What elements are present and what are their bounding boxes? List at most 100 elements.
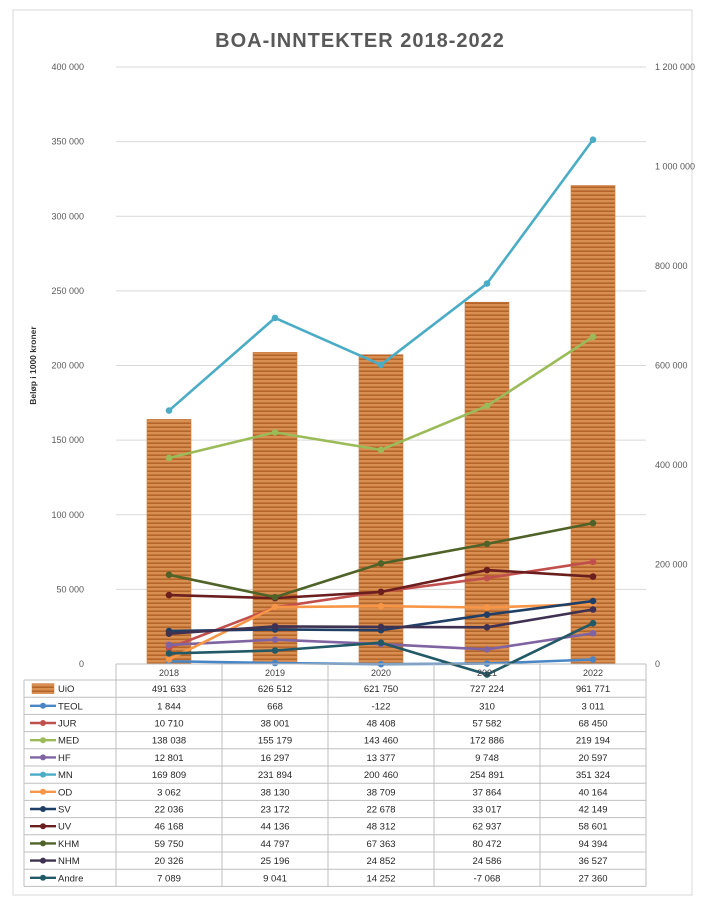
table-cell: 12 801 xyxy=(154,753,183,764)
table-cell: 24 852 xyxy=(366,856,395,867)
legend-marker-uv xyxy=(40,823,46,830)
point-nhm xyxy=(377,623,385,631)
table-cell: 38 001 xyxy=(260,719,289,730)
y-axis-label: Beløp i 1000 kroner xyxy=(28,326,38,405)
legend-swatch-uio xyxy=(31,683,55,694)
y-left-tick-label: 400 000 xyxy=(51,62,84,72)
point-uv xyxy=(483,566,491,574)
bar-uio xyxy=(358,354,404,665)
bar-uio xyxy=(570,185,616,665)
point-teol xyxy=(589,656,597,663)
table-cell: 68 450 xyxy=(578,719,607,730)
legend-label: HF xyxy=(58,753,71,764)
table-cell: 57 582 xyxy=(472,719,501,730)
y-right-tick-label: 1 000 000 xyxy=(655,162,695,172)
y-left-tick-label: 200 000 xyxy=(51,361,84,371)
legend-marker-jur xyxy=(40,720,46,726)
point-mn xyxy=(165,407,173,414)
table-cell: 668 xyxy=(267,701,283,712)
table-cell: 219 194 xyxy=(576,736,610,747)
table-cell: 727 224 xyxy=(470,684,504,695)
table-cell: 27 360 xyxy=(578,873,607,884)
legend-marker-khm xyxy=(40,840,46,847)
x-category-label: 2022 xyxy=(583,668,603,678)
table-cell: 200 460 xyxy=(364,770,398,781)
table-cell: 33 017 xyxy=(472,805,501,816)
y-right-tick-label: 0 xyxy=(655,659,660,669)
point-hf xyxy=(483,646,491,653)
legend-label: Andre xyxy=(58,873,83,884)
table-cell: 24 586 xyxy=(472,856,501,867)
point-jur xyxy=(483,574,491,582)
point-med xyxy=(165,454,173,462)
table-cell: 10 710 xyxy=(154,719,183,730)
table-cell: 38 709 xyxy=(366,787,395,798)
point-andre xyxy=(589,619,597,627)
point-uv xyxy=(377,588,385,596)
table-cell: 626 512 xyxy=(258,684,292,695)
legend-marker-mn xyxy=(40,771,46,778)
table-cell: 138 038 xyxy=(152,736,186,747)
legend-label: SV xyxy=(58,805,71,816)
table-cell: 9 041 xyxy=(263,873,287,884)
table-cell: 44 797 xyxy=(260,839,289,850)
table-cell: 67 363 xyxy=(366,839,395,850)
point-od xyxy=(165,656,173,663)
table-cell: 20 597 xyxy=(578,753,607,764)
point-od xyxy=(271,603,279,611)
point-mn xyxy=(377,361,385,369)
point-andre xyxy=(165,650,173,657)
y-left-tick-label: 250 000 xyxy=(51,286,84,296)
table-cell: -7 068 xyxy=(474,873,501,884)
table-cell: 351 324 xyxy=(576,770,610,781)
x-category-label: 2021 xyxy=(477,668,497,678)
table-cell: 3 062 xyxy=(157,787,181,798)
point-khm xyxy=(377,560,385,567)
table-cell: 94 394 xyxy=(578,839,607,850)
legend-label: NHM xyxy=(58,856,80,867)
legend-marker-hf xyxy=(40,754,46,761)
table-cell: 36 527 xyxy=(578,856,607,867)
point-med xyxy=(377,446,385,454)
point-mn xyxy=(589,136,597,143)
point-teol xyxy=(271,659,279,667)
table-cell: 48 312 xyxy=(366,822,395,833)
legend-marker-nhm xyxy=(40,857,46,864)
table-cell: 172 886 xyxy=(470,736,504,747)
y-left-tick-label: 150 000 xyxy=(51,435,84,445)
bar-uio xyxy=(464,301,510,665)
point-od xyxy=(377,602,385,610)
point-khm xyxy=(165,571,173,579)
table-cell: 58 601 xyxy=(578,822,607,833)
point-nhm xyxy=(165,630,173,637)
legend-marker-sv xyxy=(40,806,46,812)
table-cell: 143 460 xyxy=(364,736,398,747)
table-cell: 37 864 xyxy=(472,787,501,798)
point-nhm xyxy=(271,623,279,630)
table-cell: 38 130 xyxy=(260,787,289,798)
table-cell: 169 809 xyxy=(152,770,186,781)
point-mn xyxy=(271,314,279,322)
point-hf xyxy=(271,636,279,643)
point-nhm xyxy=(589,606,597,613)
table-cell: 42 149 xyxy=(578,805,607,816)
legend-marker-med xyxy=(40,737,46,744)
y-right-tick-label: 1 200 000 xyxy=(655,62,695,72)
legend-marker-od xyxy=(40,788,46,795)
point-od xyxy=(483,604,491,611)
table-cell: 62 937 xyxy=(472,822,501,833)
point-mn xyxy=(483,280,491,287)
legend-label: KHM xyxy=(58,839,79,850)
table-cell: -122 xyxy=(371,701,390,712)
point-med xyxy=(271,429,279,436)
x-category-label: 2020 xyxy=(371,668,391,678)
table-cell: 491 633 xyxy=(152,684,186,695)
point-sv xyxy=(483,611,491,619)
legend-label: JUR xyxy=(58,719,77,730)
table-cell: 25 196 xyxy=(260,856,289,867)
point-khm xyxy=(483,540,491,548)
table-cell: 7 089 xyxy=(157,873,181,884)
table-cell: 59 750 xyxy=(154,839,183,850)
point-khm xyxy=(271,593,279,601)
legend-label: UV xyxy=(58,822,72,833)
